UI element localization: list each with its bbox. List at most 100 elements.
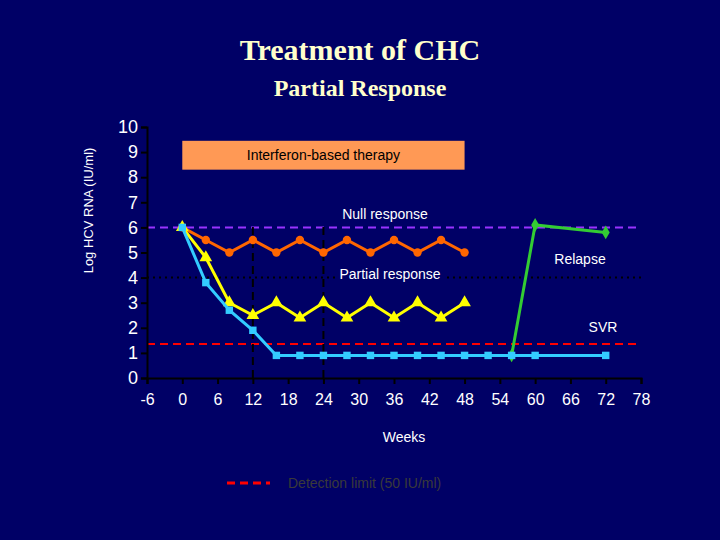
x-axis-title: Weeks: [383, 429, 426, 445]
tick: 2: [128, 318, 147, 338]
marker: [296, 236, 304, 244]
legend-swatch: [227, 482, 270, 485]
legend: Detection limit (50 IU/ml): [227, 475, 441, 491]
tick-label: 0: [178, 391, 187, 408]
tick-label: 60: [527, 391, 545, 408]
marker: [531, 218, 539, 232]
tick-label: 72: [597, 391, 615, 408]
tick-label: 42: [421, 391, 439, 408]
tick-label: 48: [456, 391, 474, 408]
tick: 72: [597, 378, 615, 408]
tick-mark: [141, 352, 147, 354]
tick-mark: [141, 327, 147, 329]
tick: 30: [350, 378, 368, 408]
tick: 0: [178, 378, 187, 408]
marker: [411, 295, 424, 306]
tick-label: -6: [140, 391, 154, 408]
reference-line: [147, 343, 641, 345]
marker: [272, 248, 280, 256]
tick-mark: [358, 378, 360, 384]
tick: 48: [456, 378, 474, 408]
tick-mark: [464, 378, 466, 384]
marker: [388, 310, 401, 321]
marker: [508, 349, 516, 363]
x-axis: -606121824303642485460667278: [140, 378, 650, 408]
therapy-label: Interferon-based therapy: [247, 147, 400, 163]
tick: 12: [244, 378, 262, 408]
tick: -6: [140, 378, 154, 408]
tick-mark: [394, 378, 396, 384]
tick: 24: [315, 378, 333, 408]
marker: [179, 224, 186, 231]
marker: [602, 352, 609, 359]
marker: [178, 223, 186, 231]
tick-mark: [141, 227, 147, 229]
marker: [202, 236, 210, 244]
marker: [341, 310, 354, 321]
tick-mark: [641, 378, 643, 384]
tick-mark: [141, 378, 147, 380]
marker: [296, 352, 303, 359]
marker: [413, 248, 421, 256]
tick-mark: [605, 378, 607, 384]
legend-label: Detection limit (50 IU/ml): [288, 475, 441, 491]
tick-mark: [499, 378, 501, 384]
tick: 60: [527, 378, 545, 408]
tick: 4: [128, 268, 147, 288]
series-label: Relapse: [554, 251, 606, 267]
series-line: [512, 225, 606, 356]
y-axis: 012345678910: [118, 117, 148, 388]
title: Treatment of CHC: [240, 33, 481, 66]
marker: [343, 236, 351, 244]
tick-label: 8: [128, 167, 138, 187]
plot-area: [147, 141, 641, 378]
tick-mark: [429, 378, 431, 384]
tick: 18: [280, 378, 298, 408]
marker: [437, 236, 445, 244]
tick: 7: [128, 193, 147, 213]
marker: [461, 352, 468, 359]
tick-mark: [323, 378, 325, 384]
marker: [320, 352, 327, 359]
label-background: [335, 266, 444, 282]
tick-mark: [570, 378, 572, 384]
tick: 10: [118, 117, 147, 137]
tick: 5: [128, 243, 147, 263]
series-label-group: SVR: [589, 319, 618, 335]
tick-label: 6: [214, 391, 223, 408]
marker: [484, 352, 491, 359]
axis-line: [148, 379, 642, 385]
tick-label: 18: [280, 391, 298, 408]
marker: [460, 248, 468, 256]
background: [0, 0, 720, 540]
tick-label: 66: [562, 391, 580, 408]
series-label-group: Null response: [342, 206, 428, 222]
marker: [273, 352, 280, 359]
subtitle: Partial Response: [274, 75, 447, 101]
tick-mark: [141, 302, 147, 304]
marker: [367, 352, 374, 359]
marker: [317, 295, 330, 306]
tick-mark: [288, 378, 290, 384]
marker: [437, 352, 444, 359]
tick-label: 3: [128, 293, 138, 313]
tick: 36: [386, 378, 404, 408]
tick-label: 12: [244, 391, 262, 408]
marker: [602, 226, 610, 240]
marker: [249, 236, 257, 244]
tick-label: 30: [350, 391, 368, 408]
series-label: SVR: [589, 319, 618, 335]
tick-mark: [141, 277, 147, 279]
therapy-box: [182, 141, 464, 170]
marker: [458, 295, 471, 306]
marker: [508, 352, 515, 359]
marker: [199, 250, 212, 261]
marker: [390, 236, 398, 244]
tick: 42: [421, 378, 439, 408]
tick-mark: [252, 378, 254, 384]
tick-mark: [535, 378, 537, 384]
tick-label: 2: [128, 318, 138, 338]
series-label: Partial response: [339, 266, 440, 282]
series-label-group: Relapse: [554, 251, 606, 267]
marker: [319, 248, 327, 256]
